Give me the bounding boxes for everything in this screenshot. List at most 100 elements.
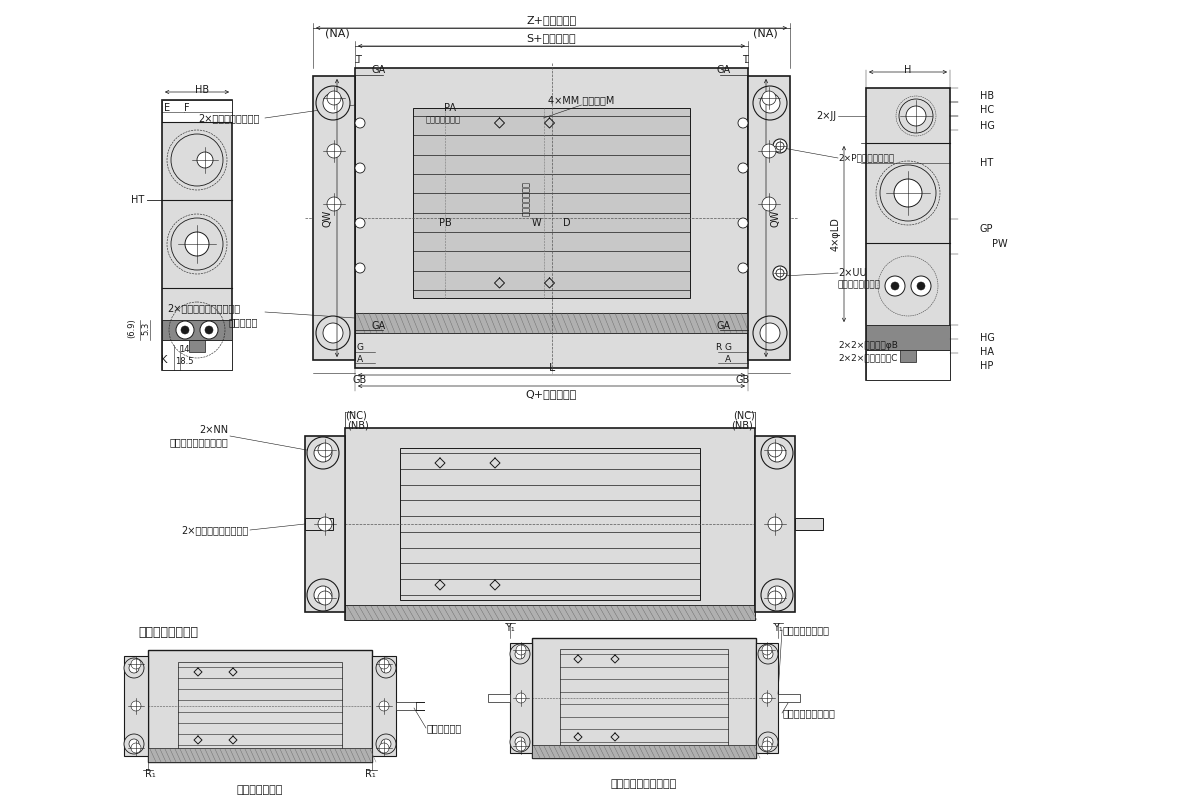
Circle shape	[762, 91, 776, 105]
Circle shape	[316, 86, 350, 120]
Circle shape	[761, 579, 793, 611]
Text: Z+ストローク: Z+ストローク	[526, 15, 576, 25]
Circle shape	[754, 86, 787, 120]
Bar	[305, 436, 345, 612]
Text: 2×JJ: 2×JJ	[816, 111, 836, 121]
Text: ダンパボルト: ダンパボルト	[426, 723, 462, 733]
Circle shape	[171, 134, 223, 186]
Text: （ダンパボルト）: （ダンパボルト）	[837, 281, 881, 290]
Bar	[355, 313, 748, 333]
Text: GA: GA	[716, 65, 731, 75]
Bar	[189, 340, 205, 352]
Circle shape	[125, 658, 144, 678]
Circle shape	[200, 321, 218, 339]
Bar	[162, 100, 232, 370]
Bar	[397, 702, 416, 710]
Text: （アジャストボルト）: （アジャストボルト）	[169, 437, 228, 447]
Circle shape	[773, 266, 787, 280]
Circle shape	[381, 739, 391, 749]
Bar	[532, 745, 756, 758]
Circle shape	[891, 282, 898, 290]
Text: 2×2×座ぐり径φB: 2×2×座ぐり径φB	[837, 342, 897, 350]
Circle shape	[131, 701, 141, 711]
Circle shape	[773, 139, 787, 153]
Bar	[149, 650, 373, 762]
Circle shape	[898, 99, 933, 133]
Bar	[755, 436, 795, 612]
Circle shape	[754, 316, 787, 350]
Bar	[748, 76, 789, 360]
Bar	[345, 428, 755, 620]
Circle shape	[516, 693, 526, 703]
Text: (NB): (NB)	[731, 421, 754, 431]
Circle shape	[171, 218, 223, 270]
Bar	[795, 518, 823, 530]
Circle shape	[768, 443, 782, 457]
Text: （中心振分け）: （中心振分け）	[522, 181, 531, 215]
Circle shape	[317, 591, 332, 605]
Text: (NA): (NA)	[754, 28, 778, 38]
Text: HB: HB	[195, 85, 210, 95]
Circle shape	[355, 163, 365, 173]
Circle shape	[760, 93, 780, 113]
Text: PW: PW	[992, 239, 1008, 249]
Text: D: D	[563, 218, 570, 228]
Text: GA: GA	[716, 321, 731, 331]
Circle shape	[327, 91, 341, 105]
Text: HT: HT	[980, 158, 993, 168]
Circle shape	[355, 218, 365, 228]
Circle shape	[762, 741, 772, 751]
Circle shape	[776, 142, 783, 150]
Bar	[413, 108, 690, 298]
Circle shape	[768, 517, 782, 531]
Text: 4×φLD: 4×φLD	[831, 217, 841, 251]
Circle shape	[317, 443, 332, 457]
Bar	[313, 76, 355, 360]
Text: 14: 14	[179, 346, 189, 354]
Text: ショックアブソーバ付: ショックアブソーバ付	[611, 779, 677, 789]
Text: A: A	[357, 355, 363, 365]
Circle shape	[184, 232, 208, 256]
Bar	[559, 649, 728, 747]
Text: HC: HC	[980, 105, 994, 115]
Text: Y₁: Y₁	[773, 623, 782, 633]
Text: K: K	[161, 355, 168, 365]
Circle shape	[738, 163, 748, 173]
Circle shape	[762, 693, 772, 703]
Circle shape	[205, 326, 213, 334]
Bar	[162, 320, 232, 340]
Text: (NA): (NA)	[325, 28, 350, 38]
Bar	[345, 605, 755, 620]
Bar	[373, 656, 397, 756]
Text: (6.9): (6.9)	[127, 318, 137, 338]
Circle shape	[762, 144, 776, 158]
Circle shape	[894, 179, 922, 207]
Text: 18.5: 18.5	[175, 358, 193, 366]
Circle shape	[379, 701, 389, 711]
Bar	[866, 325, 950, 350]
Circle shape	[131, 659, 141, 669]
Text: Q+ストローク: Q+ストローク	[526, 389, 577, 399]
Text: 2×四角ナット装着溝: 2×四角ナット装着溝	[199, 113, 260, 123]
Circle shape	[758, 732, 778, 752]
Text: HB: HB	[980, 91, 994, 101]
Circle shape	[738, 118, 748, 128]
Text: R₁: R₁	[145, 769, 156, 779]
Bar	[162, 100, 232, 122]
Text: ショックアブソーバ: ショックアブソーバ	[783, 708, 836, 718]
Bar	[866, 350, 950, 380]
Text: (NC): (NC)	[345, 411, 367, 421]
Circle shape	[129, 663, 139, 673]
Text: H: H	[904, 65, 912, 75]
Circle shape	[131, 743, 141, 753]
Circle shape	[763, 737, 773, 747]
Circle shape	[885, 276, 904, 296]
Text: HP: HP	[980, 361, 993, 371]
Text: T: T	[742, 55, 748, 65]
Circle shape	[307, 437, 339, 469]
Text: (NC): (NC)	[733, 411, 755, 421]
Circle shape	[515, 737, 525, 747]
Text: W: W	[532, 218, 541, 228]
Circle shape	[916, 282, 925, 290]
Circle shape	[379, 743, 389, 753]
